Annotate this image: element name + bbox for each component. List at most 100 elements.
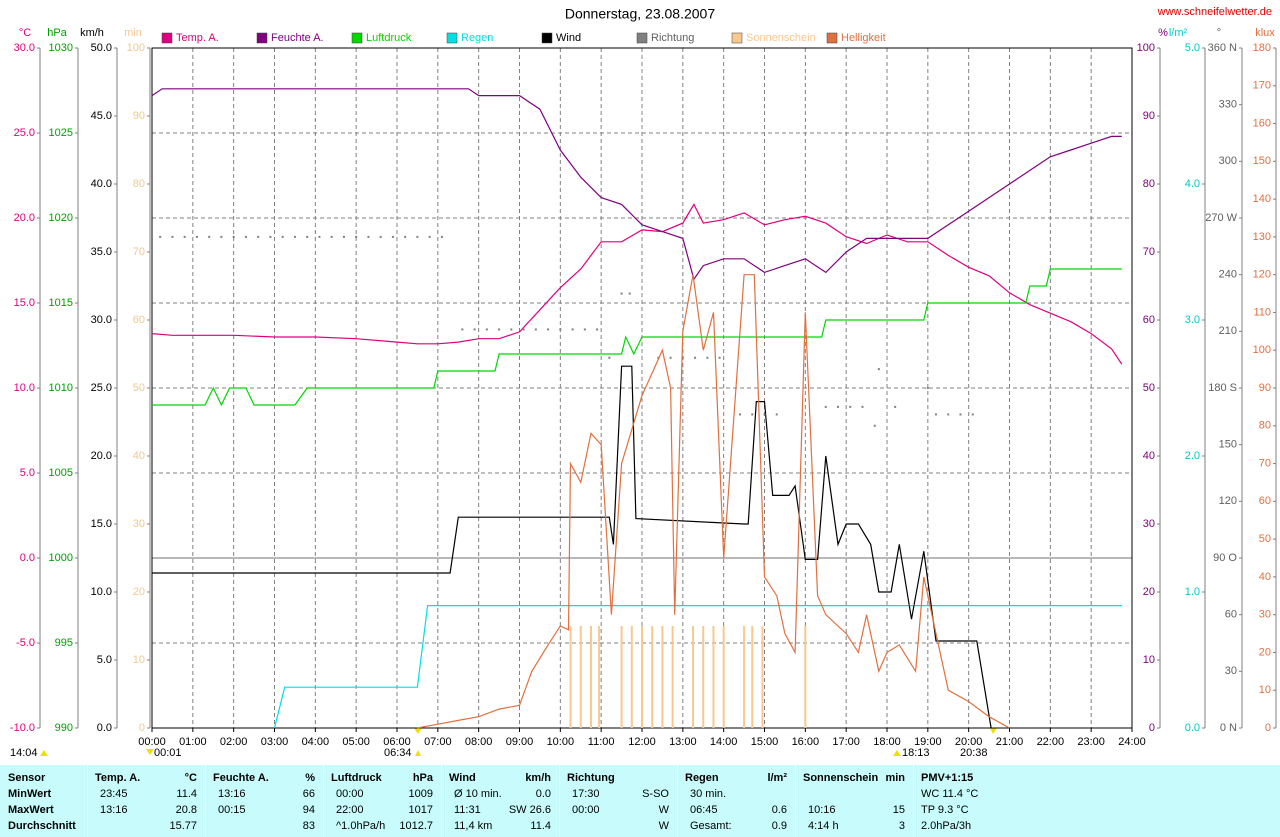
cell-time: Ø 10 min. [454, 788, 502, 800]
y-tick-label: 150 [1253, 155, 1271, 167]
y-tick-label: 50 [1143, 382, 1155, 394]
direction-dot [498, 328, 501, 331]
y-tick-label: 30 [133, 518, 145, 530]
y-tick-label: 120 [1253, 269, 1271, 281]
cell-value: 1009 [408, 788, 433, 800]
y-tick-label: 30 [1143, 518, 1155, 530]
y-tick-label: 150 [1219, 439, 1237, 451]
x-tick-label: 11:00 [588, 736, 615, 748]
direction-dot [379, 235, 382, 238]
direction-dot [861, 405, 864, 408]
sunshine-bar [651, 626, 654, 728]
x-tick-label: 12:00 [628, 736, 656, 748]
cell-time: 13:16 [100, 804, 128, 816]
y-tick-label: 30.0 [14, 42, 35, 54]
chart: Donnerstag, 23.08.2007 www.schneifelwett… [10, 6, 1277, 759]
y-tick-label: 80 [1259, 420, 1271, 432]
y-tick-label: 160 [1253, 117, 1271, 129]
sun-marker [415, 750, 421, 756]
direction-dot [281, 235, 284, 238]
y-tick-label: 995 [55, 637, 73, 649]
sun-time-label: 18:13 [902, 747, 930, 759]
column-separator [87, 765, 88, 837]
direction-dot [583, 328, 586, 331]
y-tick-label: 10 [1143, 654, 1155, 666]
legend-swatch [826, 32, 838, 44]
moon-marker [40, 750, 48, 756]
sunshine-bar [598, 626, 601, 728]
y-tick-label: 60 [1143, 314, 1155, 326]
series-line [151, 88, 1122, 281]
direction-dot [763, 413, 766, 416]
y-tick-label: 20 [133, 586, 145, 598]
sunshine-bar [804, 626, 807, 728]
y-tick-label: 110 [1253, 306, 1271, 318]
axis-title: klux [1255, 27, 1275, 39]
y-tick-label: 35.0 [91, 246, 112, 258]
y-tick-label: 20.0 [14, 212, 35, 224]
y-tick-label: 5.0 [97, 654, 112, 666]
column-separator [795, 765, 796, 837]
column-unit: min [885, 772, 905, 784]
cell-time: 00:00 [336, 788, 364, 800]
legend-label: Temp. A. [176, 32, 219, 44]
y-tick-label: 0 [1265, 722, 1271, 734]
cell-value: 11.4 [530, 820, 551, 832]
direction-dot [718, 356, 721, 359]
x-tick-label: 02:00 [220, 736, 248, 748]
column-header: Sensor [8, 772, 46, 784]
column-header: Regen [685, 772, 719, 784]
credit: www.schneifelwetter.de [1157, 6, 1272, 18]
column-header: Wind [449, 772, 476, 784]
x-tick-label: 05:00 [342, 736, 370, 748]
direction-dot [620, 292, 623, 295]
y-tick-label: 1000 [49, 552, 73, 564]
direction-dot [877, 368, 880, 371]
direction-dot [837, 405, 839, 408]
sun-time-label: 06:34 [384, 747, 412, 759]
cell-value: 83 [302, 820, 315, 832]
y-tick-label: 70 [1259, 457, 1271, 469]
axis-title: km/h [80, 27, 104, 39]
cell-time: 11,4 km [454, 820, 493, 832]
direction-dot [220, 235, 223, 238]
direction-dot [706, 356, 709, 359]
direction-dot [257, 235, 260, 238]
cell-time: 4:14 h [808, 820, 839, 832]
column-unit: km/h [525, 772, 551, 784]
y-tick-label: 270 W [1205, 212, 1237, 224]
y-tick-label: 50 [133, 382, 145, 394]
row-label: MaxWert [8, 804, 54, 816]
direction-dot [244, 235, 247, 238]
cell-time: 17:30 [572, 788, 600, 800]
column-separator [323, 765, 324, 837]
cell-value: 3 [898, 820, 905, 832]
y-tick-label: 90 [1143, 110, 1155, 122]
direction-dot [571, 328, 574, 331]
x-tick-label: 08:00 [465, 736, 493, 748]
cell-time: 10:16 [808, 804, 836, 816]
y-tick-label: 210 [1219, 325, 1237, 337]
cell-value: W [658, 820, 669, 832]
y-tick-label: 0 [1149, 722, 1155, 734]
row-label: Durchschnitt [8, 820, 76, 832]
direction-dot [596, 328, 599, 331]
cell-value: S-SO [642, 788, 669, 800]
direction-dot [739, 413, 741, 416]
direction-dot [306, 235, 309, 238]
column-header: Sonnenschein [803, 772, 879, 784]
sunshine-bar [641, 626, 643, 728]
x-tick-label: 00:00 [138, 736, 166, 748]
cell-value: 11.4 [176, 788, 197, 800]
direction-dot [367, 235, 370, 238]
y-tick-label: 0.0 [20, 552, 35, 564]
x-tick-label: 13:00 [669, 736, 697, 748]
y-tick-label: 1015 [49, 297, 73, 309]
legend-swatch [446, 32, 458, 44]
y-tick-label: 100 [1253, 344, 1271, 356]
x-tick-label: 01:00 [179, 736, 207, 748]
y-tick-label: 0.0 [1185, 722, 1200, 734]
y-tick-label: 60 [1259, 495, 1271, 507]
sunshine-bar [722, 626, 725, 728]
